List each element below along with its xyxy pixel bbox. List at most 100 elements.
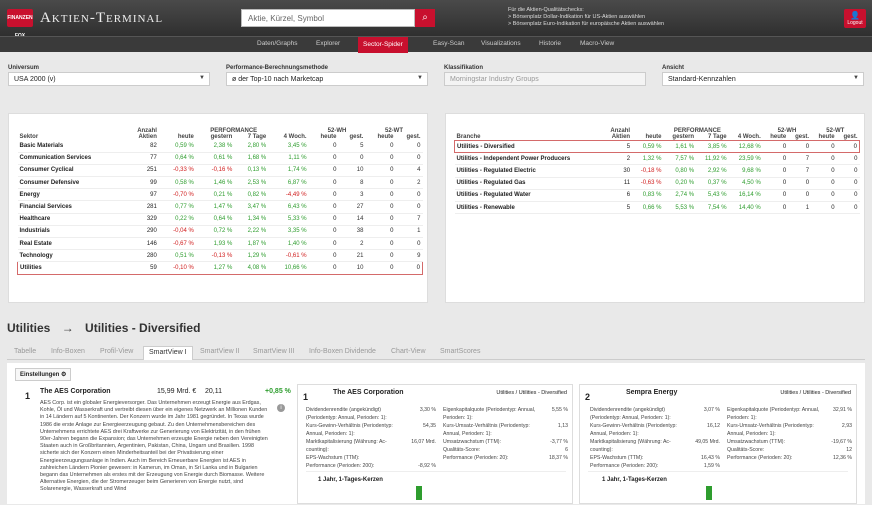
nav-daten[interactable]: Daten/Graphs <box>257 40 298 47</box>
kpi-label: Dividendenrendite (angekündigt) (Periode… <box>306 407 387 421</box>
cell: 0 <box>308 164 339 178</box>
info-icon[interactable]: i <box>277 404 285 412</box>
cell: 0 <box>308 237 339 251</box>
table-row[interactable]: Basic Materials 82 0,59 % 2,38 % 2,80 % 3,45 … <box>17 140 423 153</box>
candle-chart <box>306 471 566 505</box>
universum-select[interactable]: USA 2000 (v) ▼ <box>8 72 210 86</box>
cell: -0,16 % <box>195 164 235 178</box>
cell: 6,43 % <box>268 200 309 214</box>
nav-macro-view[interactable]: Macro-View <box>580 40 615 47</box>
ansicht-select[interactable]: Standard-Kennzahlen ▼ <box>662 72 864 86</box>
table-row[interactable]: Industrials 290 -0,04 % 0,72 % 2,22 % 3,35 % 0… <box>17 225 423 239</box>
table-row[interactable]: Consumer Defensive 99 0,58 % 1,46 % 2,53 % 6,… <box>17 176 423 190</box>
row-name: Energy <box>17 188 131 202</box>
tab-chart-view[interactable]: Chart-View <box>391 348 426 355</box>
cell: 0,83 % <box>632 189 664 202</box>
table-row[interactable]: Utilities - Diversified 5 0,59 % 1,61 % 3,85… <box>454 139 860 154</box>
cell: 0,21 % <box>195 188 235 202</box>
nav-historie[interactable]: Historie <box>539 40 562 47</box>
cell: 9,68 % <box>728 164 763 178</box>
cell: 0,77 % <box>158 200 196 214</box>
table-row[interactable]: Consumer Cyclical 251 -0,33 % -0,16 % 0,13 %… <box>17 164 423 178</box>
cell: 0 <box>762 189 789 202</box>
cell: 7 <box>395 213 423 226</box>
view-tabs: Tabelle Info-Boxen Profil-View SmartView… <box>7 346 865 360</box>
cell: 77 <box>130 152 159 165</box>
row-name: Utilities - Independent Power Producers <box>454 152 605 166</box>
kpi-row: Kurs-Umsatz-Verhältnis (Periodentyp: Ann… <box>443 422 568 438</box>
company-name[interactable]: The AES Corporation <box>40 388 111 395</box>
cell: 2,22 % <box>234 225 269 239</box>
chart-label: 1 Jahr, 1-Tages-Kerzen <box>318 477 383 483</box>
sector-path: Utilities / Utilities - Diversified <box>780 390 851 396</box>
table-row[interactable]: Utilities 59 -0,10 % 1,27 % 4,08 % 10,66 % 0 10… <box>16 261 424 275</box>
cell: 0 <box>811 152 837 166</box>
klass-select[interactable]: Morningstar Industry Groups <box>444 72 646 86</box>
breadcrumb: Utilities → Utilities - Diversified <box>7 321 201 335</box>
method-label: Performance-Berechnungsmethode <box>226 65 329 71</box>
nav-sector-spider[interactable]: Sector-Spider <box>358 37 408 53</box>
chevron-down-icon: ▼ <box>199 75 205 81</box>
row-name: Utilities - Diversified <box>454 139 605 154</box>
cell: 5 <box>338 140 366 153</box>
tab-smartview-3[interactable]: SmartView III <box>253 348 295 355</box>
search-button[interactable]: ⌕ <box>415 9 435 27</box>
tab-info-boxen-dividende[interactable]: Info-Boxen Dividende <box>309 348 376 355</box>
row-name: Basic Materials <box>17 140 131 153</box>
tab-smartview-2[interactable]: SmartView II <box>200 348 240 355</box>
nav-explorer[interactable]: Explorer <box>316 40 341 47</box>
app-title: Aktien-Terminal <box>40 10 164 26</box>
table-row[interactable]: Real Estate 146 -0,67 % 1,93 % 1,87 % 1,40 % 0… <box>17 237 423 251</box>
nav-easy-scan[interactable]: Easy-Scan <box>433 40 465 47</box>
row-name: Real Estate <box>17 237 131 251</box>
cell: 16,14 % <box>728 189 763 202</box>
table-row[interactable]: Communication Services 77 0,64 % 0,61 % 1,68… <box>17 152 423 165</box>
table-row[interactable]: Utilities - Regulated Electric 30 -0,18 % 0… <box>454 164 860 178</box>
kpi-row: Qualitäts-Score: 12 <box>727 446 852 454</box>
settings-button[interactable]: Einstellungen ⚙ <box>15 368 72 381</box>
logout-button[interactable]: 👤 Logout <box>844 9 866 28</box>
table-row[interactable]: Utilities - Renewable 5 0,66 % 5,53 % 7,54 %… <box>454 201 860 215</box>
row-name: Healthcare <box>17 213 131 226</box>
market-cap: 15,99 Mrd. € <box>157 388 197 395</box>
table-row[interactable]: Utilities - Regulated Water 6 0,83 % 2,74 %… <box>454 189 860 202</box>
company-name[interactable]: Sempra Energy <box>626 389 678 396</box>
tab-smartscores[interactable]: SmartScores <box>440 348 481 355</box>
universum-label: Universum <box>8 65 40 71</box>
cell: 0 <box>365 188 396 202</box>
cell: 0 <box>395 261 424 275</box>
table-row[interactable]: Energy 97 -0,70 % 0,21 % 0,82 % -4,49 % 0 3 0 0 <box>17 188 423 202</box>
cell: -0,63 % <box>632 177 664 190</box>
nav-visualizations[interactable]: Visualizations <box>481 40 521 47</box>
method-select[interactable]: ø der Top-10 nach Marketcap ▼ <box>226 72 428 86</box>
cell: 0 <box>788 177 812 190</box>
tab-smartview-1[interactable]: SmartView I <box>143 346 193 360</box>
tab-profil-view[interactable]: Profil-View <box>100 348 134 355</box>
cell: 2,80 % <box>234 140 269 153</box>
cell: 0,51 % <box>158 249 196 263</box>
cell: 0,59 % <box>158 140 196 153</box>
brand-logo[interactable]: FINANZEN FOX <box>7 9 33 39</box>
tab-info-boxen[interactable]: Info-Boxen <box>51 348 85 355</box>
cell: 0,80 % <box>663 164 697 178</box>
table-row[interactable]: Utilities - Independent Power Producers 2… <box>454 152 860 166</box>
row-name: Utilities - Regulated Electric <box>454 164 605 178</box>
cell: 9 <box>395 249 423 263</box>
cell: 1 <box>788 201 812 215</box>
table-row[interactable]: Technology 280 0,51 % -0,13 % 1,29 % -0,61 % 0… <box>17 249 423 263</box>
kpi-value: 1,13 <box>557 423 568 429</box>
kpi-value: 16,07 Mrd. <box>411 439 436 445</box>
table-row[interactable]: Healthcare 329 0,22 % 0,64 % 1,34 % 5,33 % 0 14… <box>17 213 423 226</box>
kpi-value: 2,93 <box>841 423 852 429</box>
table-row[interactable]: Utilities - Regulated Gas 11 -0,63 % 0,20 %… <box>454 177 860 190</box>
search-input[interactable]: Aktie, Kürzel, Symbol <box>241 9 415 27</box>
company-card-3: 2 Sempra Energy Utilities / Utilities - … <box>579 384 857 504</box>
cell: -0,67 % <box>158 237 196 251</box>
tab-tabelle[interactable]: Tabelle <box>14 348 37 355</box>
kpi-row: Kurs-Umsatz-Verhältnis (Periodentyp: Ann… <box>727 422 852 438</box>
company-name[interactable]: The AES Corporation <box>333 389 404 396</box>
branch-table: Branche Anzahl Aktien PERFORMANCE 52-WH 52-W… <box>454 128 860 215</box>
cell: 4 <box>395 164 423 178</box>
table-row[interactable]: Financial Services 281 0,77 % 1,47 % 3,47 % 6… <box>17 200 423 214</box>
cell: 1,27 % <box>195 261 235 275</box>
